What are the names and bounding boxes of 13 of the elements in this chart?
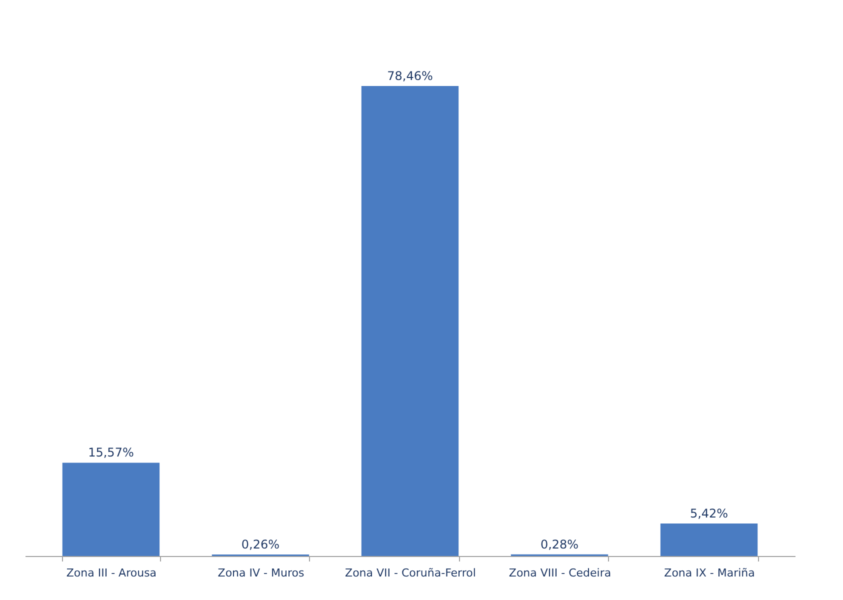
x-tick-label: Zona IX - Mariña (664, 566, 755, 580)
x-tick-label: Zona VII - Coruña-Ferrol (345, 566, 476, 580)
data-label: 5,42% (690, 506, 728, 521)
data-label: 15,57% (88, 446, 134, 460)
bar (62, 462, 160, 556)
data-label: 78,46% (387, 69, 433, 83)
x-tick-label: Zona VIII - Cedeira (508, 566, 612, 580)
bar (361, 86, 459, 556)
x-tick-label: Zona III - Arousa (66, 566, 157, 580)
bar (660, 524, 758, 556)
x-tick-label: Zona IV - Muros (218, 566, 304, 580)
data-label: 0,28% (540, 537, 579, 552)
data-label: 0,26% (241, 537, 280, 552)
